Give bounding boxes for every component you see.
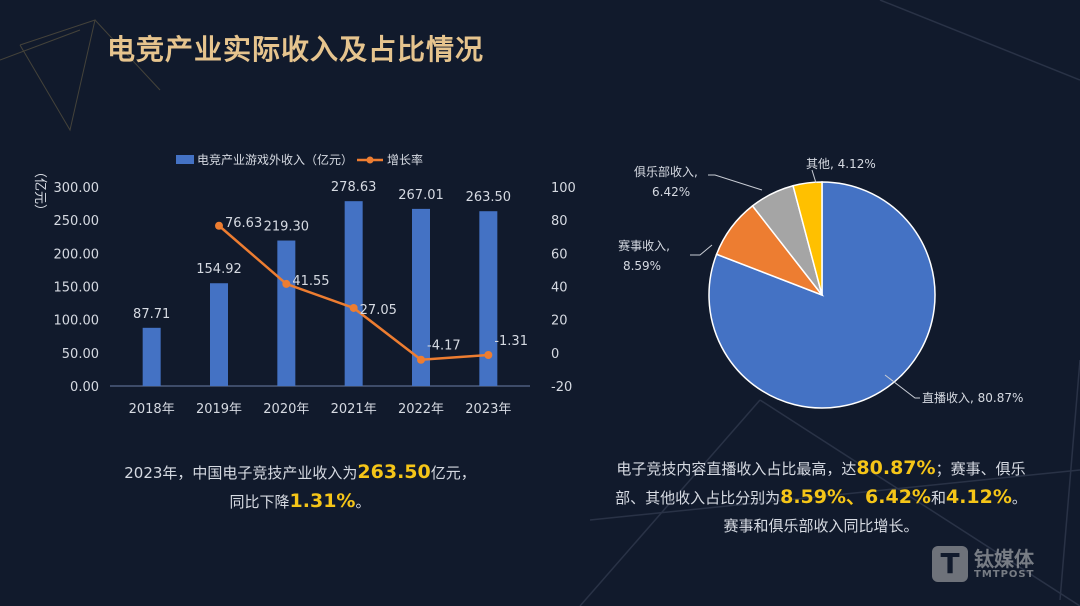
y-tick-label: 50.00 [62,347,99,362]
caption-highlight: 、 [846,486,866,508]
pie-data-label: 其他, 4.12% [806,157,876,171]
line-marker [282,279,291,288]
bar [142,327,161,386]
line-marker [484,351,493,360]
x-tick-label: 2021年 [331,402,377,417]
y-tick-label: 300.00 [54,181,100,196]
line-data-label: -4.17 [427,339,461,354]
pie-chart: 直播收入, 80.87% 赛事收入, 8.59% 俱乐部收入, 6.42% 其他, 4.1… [618,157,1023,409]
logo-mark: T [932,546,968,582]
caption-text: 部、其他收入占比分别为 [615,489,781,507]
caption-left: 2023年，中国电子竞技产业收入为263.50亿元， 同比下降1.31%。 [100,458,500,516]
y2-tick-label: 40 [551,281,568,296]
caption-highlight: 6.42% [865,486,931,508]
bar [479,211,498,386]
legend-bar-swatch [176,155,194,164]
caption-text: 同比下降 [229,493,290,511]
caption-highlight: 1.31% [289,490,356,512]
y-axis-label: （亿元） [32,165,47,217]
bar-data-label: 263.50 [466,190,512,205]
bar-data-label: 267.01 [398,188,444,203]
caption-highlight: 8.59% [780,486,847,508]
pie-leader-line [811,169,817,184]
bar-data-label: 154.92 [196,262,242,277]
line-data-label: -1.31 [494,334,528,349]
bar-line-chart: 电竞产业游戏外收入（亿元）增长率（亿元）（%）0.0050.00100.0015… [32,152,576,417]
x-tick-label: 2022年 [398,402,444,417]
bar [210,283,228,386]
line-data-label: 41.55 [292,274,329,289]
y2-tick-label: -20 [551,380,572,395]
pie-data-label: 赛事收入, 8.59% [618,238,670,273]
x-tick-label: 2019年 [196,402,242,417]
pie-leader-line [708,174,763,191]
bar [344,201,363,386]
bar-data-label: 219.30 [264,220,310,235]
bar-data-label: 87.71 [133,307,170,322]
logo-en: TMTPOST [974,568,1035,580]
caption-highlight: 4.12% [945,486,1012,508]
caption-highlight: 263.50 [357,461,431,483]
y-tick-label: 100.00 [54,314,100,329]
y2-tick-label: 20 [551,314,568,329]
pie-leader-line [884,374,920,399]
caption-text: 。 [1011,489,1027,507]
line-data-label: 76.63 [225,216,262,231]
legend-line-label: 增长率 [387,152,423,167]
bar-data-label: 278.63 [331,180,377,195]
pie-data-label: 俱乐部收入, 6.42% [634,164,698,199]
y2-tick-label: 60 [551,247,568,262]
line-marker [215,221,223,230]
x-tick-label: 2020年 [263,402,309,417]
page-title: 电竞产业实际收入及占比情况 [107,33,485,66]
x-tick-label: 2023年 [465,402,511,417]
bar [412,208,430,386]
caption-highlight: 80.87% [856,457,936,479]
x-tick-label: 2018年 [129,402,175,417]
logo-cn: 钛媒体 [974,546,1034,571]
pie-data-label: 直播收入, 80.87% [922,391,1023,405]
y2-tick-label: 80 [551,214,568,229]
line-data-label: 27.05 [360,303,397,318]
caption-text: 2023年，中国电子竞技产业收入为 [124,464,358,482]
legend-line-marker [366,156,374,164]
pie-slice [792,181,823,296]
caption-text: 和 [930,489,946,507]
legend-bar-label: 电竞产业游戏外收入（亿元） [197,152,353,167]
y-tick-label: 0.00 [70,380,99,395]
line-marker [349,303,358,312]
caption-text: 。 [355,493,371,511]
caption-text: 电子竞技内容直播收入占比最高，达 [616,460,857,478]
y-tick-label: 250.00 [54,214,100,229]
caption-right: 电子竞技内容直播收入占比最高，达80.87%；赛事、俱乐 部、其他收入占比分别为… [596,454,1046,540]
pie-leader-line [690,244,713,256]
y-tick-label: 200.00 [54,247,100,262]
caption-text: 赛事和俱乐部收入同比增长。 [723,517,919,535]
bar [277,240,296,386]
tmtpost-logo: T 钛媒体 TMTPOST [932,546,1034,582]
caption-text: ；赛事、俱乐 [935,460,1026,478]
caption-text: 亿元， [430,464,476,482]
y-tick-label: 150.00 [54,281,100,296]
y2-tick-label: 100 [551,181,576,196]
line-marker [417,355,425,364]
y2-tick-label: 0 [551,347,559,362]
